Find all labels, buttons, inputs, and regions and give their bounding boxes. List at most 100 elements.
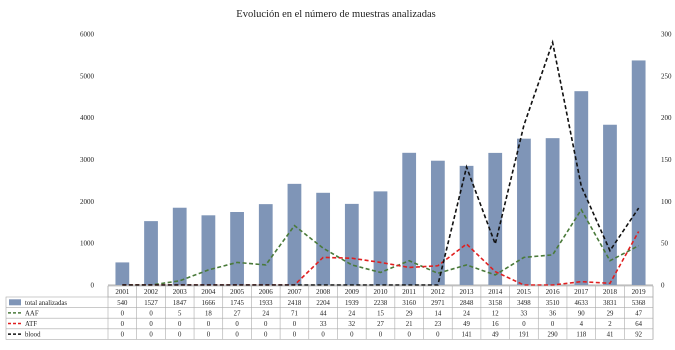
data-label: 3158 xyxy=(488,300,502,307)
right-tick-label: 100 xyxy=(661,198,672,206)
data-label: 24 xyxy=(262,310,269,317)
data-label: 3831 xyxy=(603,300,617,307)
data-label: 0 xyxy=(121,310,125,317)
legend-label: ATF xyxy=(25,321,37,328)
data-label: 21 xyxy=(406,321,413,328)
year-label: 2012 xyxy=(431,288,446,296)
data-label: 4 xyxy=(580,321,584,328)
left-axis: 0 1000 2000 3000 4000 5000 6000 xyxy=(80,31,653,290)
right-tick-label: 300 xyxy=(661,31,672,39)
bar xyxy=(574,91,589,286)
year-label: 2014 xyxy=(488,288,503,296)
data-label: 1527 xyxy=(144,300,158,307)
bar xyxy=(430,160,445,285)
year-label: 2004 xyxy=(201,288,216,296)
data-label: 0 xyxy=(178,321,182,328)
data-label: 3498 xyxy=(517,300,531,307)
data-table: 2001 2002 2003 2004 2005 2006 2007 2008 2009 2010… xyxy=(5,285,654,340)
data-label: 0 xyxy=(379,332,383,339)
legend-label: AAF xyxy=(25,310,39,317)
data-label: 64 xyxy=(635,321,642,328)
data-label: 0 xyxy=(178,332,182,339)
right-axis: 0 50 100 150 200 250 300 xyxy=(661,31,672,290)
data-label: 47 xyxy=(635,310,642,317)
year-label: 2013 xyxy=(460,288,475,296)
bar xyxy=(402,152,417,285)
data-label: 90 xyxy=(578,310,585,317)
year-label: 2009 xyxy=(345,288,360,296)
bar xyxy=(517,138,531,285)
data-label: 0 xyxy=(436,332,440,339)
bar xyxy=(144,221,158,285)
year-label: 2016 xyxy=(546,288,561,296)
data-label: 0 xyxy=(321,332,325,339)
chart-title: Evolución en el número de muestras anali… xyxy=(236,9,435,20)
data-label: 0 xyxy=(235,332,239,339)
data-label: 1939 xyxy=(345,300,359,307)
year-label: 2008 xyxy=(316,288,331,296)
year-label: 2006 xyxy=(259,288,274,296)
year-label: 2005 xyxy=(230,288,245,296)
data-label: 92 xyxy=(635,332,642,339)
left-tick-label: 0 xyxy=(91,282,95,290)
data-label: 0 xyxy=(149,321,153,328)
data-label: 36 xyxy=(549,310,556,317)
data-label: 2971 xyxy=(431,300,445,307)
data-label: 23 xyxy=(434,321,441,328)
legend-label: blood xyxy=(25,332,41,339)
data-label: 0 xyxy=(121,321,125,328)
data-label: 44 xyxy=(320,310,327,317)
data-label: 24 xyxy=(348,310,355,317)
right-tick-label: 200 xyxy=(661,114,672,122)
data-label: 191 xyxy=(519,332,529,339)
series-line xyxy=(122,39,640,286)
data-label: 2 xyxy=(608,321,612,328)
data-label: 32 xyxy=(348,321,355,328)
year-label: 2011 xyxy=(402,288,416,296)
data-label: 29 xyxy=(607,310,614,317)
bar xyxy=(316,192,331,285)
data-label: 2418 xyxy=(288,300,302,307)
bar xyxy=(258,204,273,285)
data-label: 0 xyxy=(235,321,239,328)
data-label: 2204 xyxy=(316,300,330,307)
data-label: 0 xyxy=(121,332,125,339)
data-label: 540 xyxy=(117,300,128,307)
data-label: 3510 xyxy=(546,300,560,307)
data-label: 49 xyxy=(492,332,499,339)
data-label: 27 xyxy=(377,321,384,328)
data-label: 0 xyxy=(149,310,153,317)
bar xyxy=(631,60,646,286)
left-tick-label: 4000 xyxy=(80,114,95,122)
data-label: 71 xyxy=(291,310,298,317)
data-label: 5 xyxy=(178,310,182,317)
year-label: 2015 xyxy=(517,288,532,296)
right-tick-label: 150 xyxy=(661,156,672,164)
data-label: 15 xyxy=(377,310,384,317)
data-label: 33 xyxy=(521,310,528,317)
data-label: 2238 xyxy=(374,300,388,307)
data-label: 12 xyxy=(492,310,499,317)
data-label: 49 xyxy=(463,321,470,328)
data-label: 118 xyxy=(576,332,587,339)
data-label: 24 xyxy=(463,310,470,317)
data-label: 290 xyxy=(548,332,559,339)
data-label: 16 xyxy=(492,321,499,328)
year-label: 2001 xyxy=(115,288,130,296)
data-label: 0 xyxy=(207,321,211,328)
bar xyxy=(201,215,216,285)
bar xyxy=(545,138,560,285)
data-label: 1666 xyxy=(202,300,216,307)
data-label: 0 xyxy=(407,332,411,339)
series-line xyxy=(122,208,640,286)
year-label: 2019 xyxy=(632,288,647,296)
year-label: 2007 xyxy=(287,288,302,296)
year-label: 2002 xyxy=(144,288,159,296)
data-label: 29 xyxy=(406,310,413,317)
year-label: 2017 xyxy=(574,288,589,296)
bar xyxy=(373,191,388,285)
right-tick-label: 0 xyxy=(661,282,665,290)
left-tick-label: 3000 xyxy=(80,156,95,164)
data-label: 1933 xyxy=(259,300,273,307)
